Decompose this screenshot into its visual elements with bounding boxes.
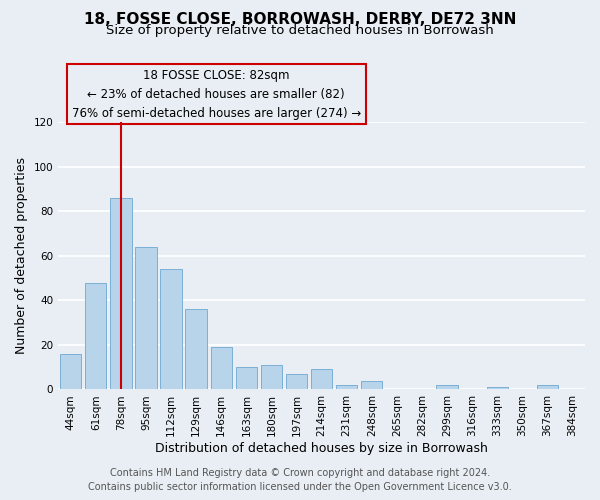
Bar bbox=[136, 247, 157, 390]
Bar bbox=[110, 198, 131, 390]
Text: 18, FOSSE CLOSE, BORROWASH, DERBY, DE72 3NN: 18, FOSSE CLOSE, BORROWASH, DERBY, DE72 … bbox=[84, 12, 516, 28]
Bar bbox=[261, 365, 282, 390]
Bar bbox=[160, 270, 182, 390]
X-axis label: Distribution of detached houses by size in Borrowash: Distribution of detached houses by size … bbox=[155, 442, 488, 455]
Bar bbox=[286, 374, 307, 390]
Bar bbox=[311, 370, 332, 390]
Bar bbox=[185, 310, 207, 390]
Bar bbox=[211, 347, 232, 390]
Text: Contains HM Land Registry data © Crown copyright and database right 2024.
Contai: Contains HM Land Registry data © Crown c… bbox=[88, 468, 512, 492]
Bar bbox=[236, 367, 257, 390]
Text: Size of property relative to detached houses in Borrowash: Size of property relative to detached ho… bbox=[106, 24, 494, 37]
Bar bbox=[361, 380, 382, 390]
Bar bbox=[85, 282, 106, 390]
Bar bbox=[436, 385, 458, 390]
Bar bbox=[60, 354, 82, 390]
Text: 18 FOSSE CLOSE: 82sqm
← 23% of detached houses are smaller (82)
76% of semi-deta: 18 FOSSE CLOSE: 82sqm ← 23% of detached … bbox=[71, 68, 361, 120]
Bar bbox=[537, 385, 558, 390]
Y-axis label: Number of detached properties: Number of detached properties bbox=[15, 158, 28, 354]
Bar bbox=[336, 385, 358, 390]
Bar bbox=[487, 387, 508, 390]
